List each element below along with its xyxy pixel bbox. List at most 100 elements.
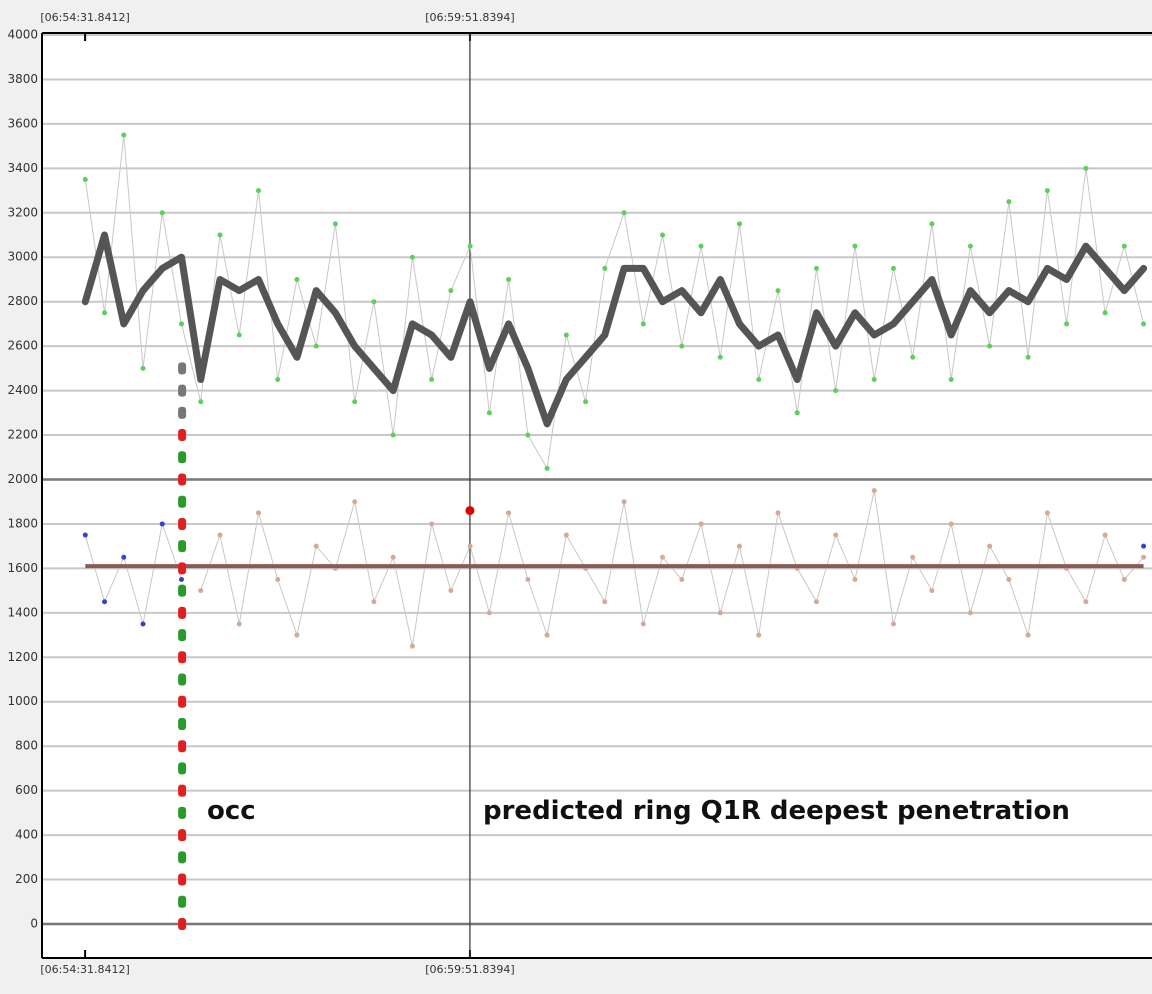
data-point <box>1121 243 1127 249</box>
x-tick-label-bottom: [06:54:31.8412] <box>40 963 129 976</box>
data-point <box>813 599 819 605</box>
data-point <box>525 577 531 583</box>
data-point <box>159 210 165 216</box>
event-point <box>465 506 475 516</box>
plot-layer <box>42 33 1152 958</box>
y-tick-label: 200 <box>15 872 38 886</box>
data-point <box>1083 165 1089 171</box>
data-point <box>448 288 454 294</box>
occ-point <box>178 806 187 819</box>
data-point <box>467 543 473 549</box>
data-point <box>871 488 877 494</box>
occ-point <box>178 362 187 375</box>
data-point <box>775 288 781 294</box>
data-point <box>890 621 896 627</box>
data-point <box>756 632 762 638</box>
y-tick-label: 1400 <box>7 605 38 619</box>
data-point <box>967 243 973 249</box>
occ-point <box>178 495 187 508</box>
occ-point <box>178 673 187 686</box>
annotation: predicted ring Q1R deepest penetration <box>483 796 1070 826</box>
y-tick-label: 4000 <box>7 28 38 42</box>
data-point <box>371 599 377 605</box>
data-point <box>563 532 569 538</box>
data-point <box>717 354 723 360</box>
data-point <box>506 510 512 516</box>
data-point <box>602 265 608 271</box>
y-tick-label: 2200 <box>7 428 38 442</box>
data-point <box>679 343 685 349</box>
data-point <box>198 399 204 405</box>
data-point <box>679 577 685 583</box>
data-point <box>698 521 704 527</box>
data-point <box>140 365 146 371</box>
series-line <box>200 490 1145 647</box>
data-point <box>1141 543 1147 549</box>
data-point <box>121 132 127 138</box>
data-point <box>756 376 762 382</box>
y-tick-label: 1800 <box>7 516 38 530</box>
data-point <box>1006 577 1012 583</box>
occ-point <box>178 429 187 442</box>
data-point <box>871 376 877 382</box>
data-point <box>198 588 204 594</box>
data-point <box>294 276 300 282</box>
series-line <box>81 231 1148 428</box>
y-tick-label: 3200 <box>7 205 38 219</box>
data-point <box>948 376 954 382</box>
data-point <box>602 599 608 605</box>
data-point <box>486 410 492 416</box>
data-point <box>621 210 627 216</box>
data-point <box>179 321 185 327</box>
data-point <box>352 499 358 505</box>
occ-point <box>178 762 187 775</box>
data-point <box>775 510 781 516</box>
data-point <box>621 499 627 505</box>
data-point <box>1141 554 1147 560</box>
data-point <box>1044 188 1050 194</box>
data-point <box>409 643 415 649</box>
data-point <box>794 410 800 416</box>
y-tick-label: 0 <box>30 916 38 930</box>
data-point <box>737 221 743 227</box>
y-tick-label: 2800 <box>7 294 38 308</box>
data-point <box>929 221 935 227</box>
data-point <box>409 254 415 260</box>
data-point <box>717 610 723 616</box>
data-point <box>121 554 127 560</box>
data-point <box>1025 354 1031 360</box>
x-tick-label-bottom: [06:59:51.8394] <box>425 963 514 976</box>
occ-point <box>178 740 187 753</box>
data-point <box>1044 510 1050 516</box>
data-point <box>390 554 396 560</box>
data-point <box>544 632 550 638</box>
data-point <box>429 376 435 382</box>
occ-point <box>178 406 187 419</box>
data-point <box>640 621 646 627</box>
data-point <box>371 299 377 305</box>
data-point <box>313 543 319 549</box>
occ-point <box>178 851 187 864</box>
data-point <box>159 521 165 527</box>
data-point <box>1025 632 1031 638</box>
data-point <box>660 554 666 560</box>
y-tick-label: 3800 <box>7 72 38 86</box>
data-point <box>255 510 261 516</box>
data-point <box>275 376 281 382</box>
data-point <box>910 354 916 360</box>
data-point <box>737 543 743 549</box>
data-point <box>660 232 666 238</box>
occ-point <box>178 651 187 664</box>
series-line <box>84 134 1145 469</box>
data-point <box>852 243 858 249</box>
data-point <box>82 532 88 538</box>
data-point <box>987 543 993 549</box>
y-tick-label: 2400 <box>7 383 38 397</box>
annotation: occ <box>207 796 256 826</box>
plot-area <box>42 33 1152 958</box>
data-point <box>179 577 185 583</box>
x-tick-label-top: [06:54:31.8412] <box>40 11 129 24</box>
data-point <box>948 521 954 527</box>
occ-point <box>178 473 187 486</box>
